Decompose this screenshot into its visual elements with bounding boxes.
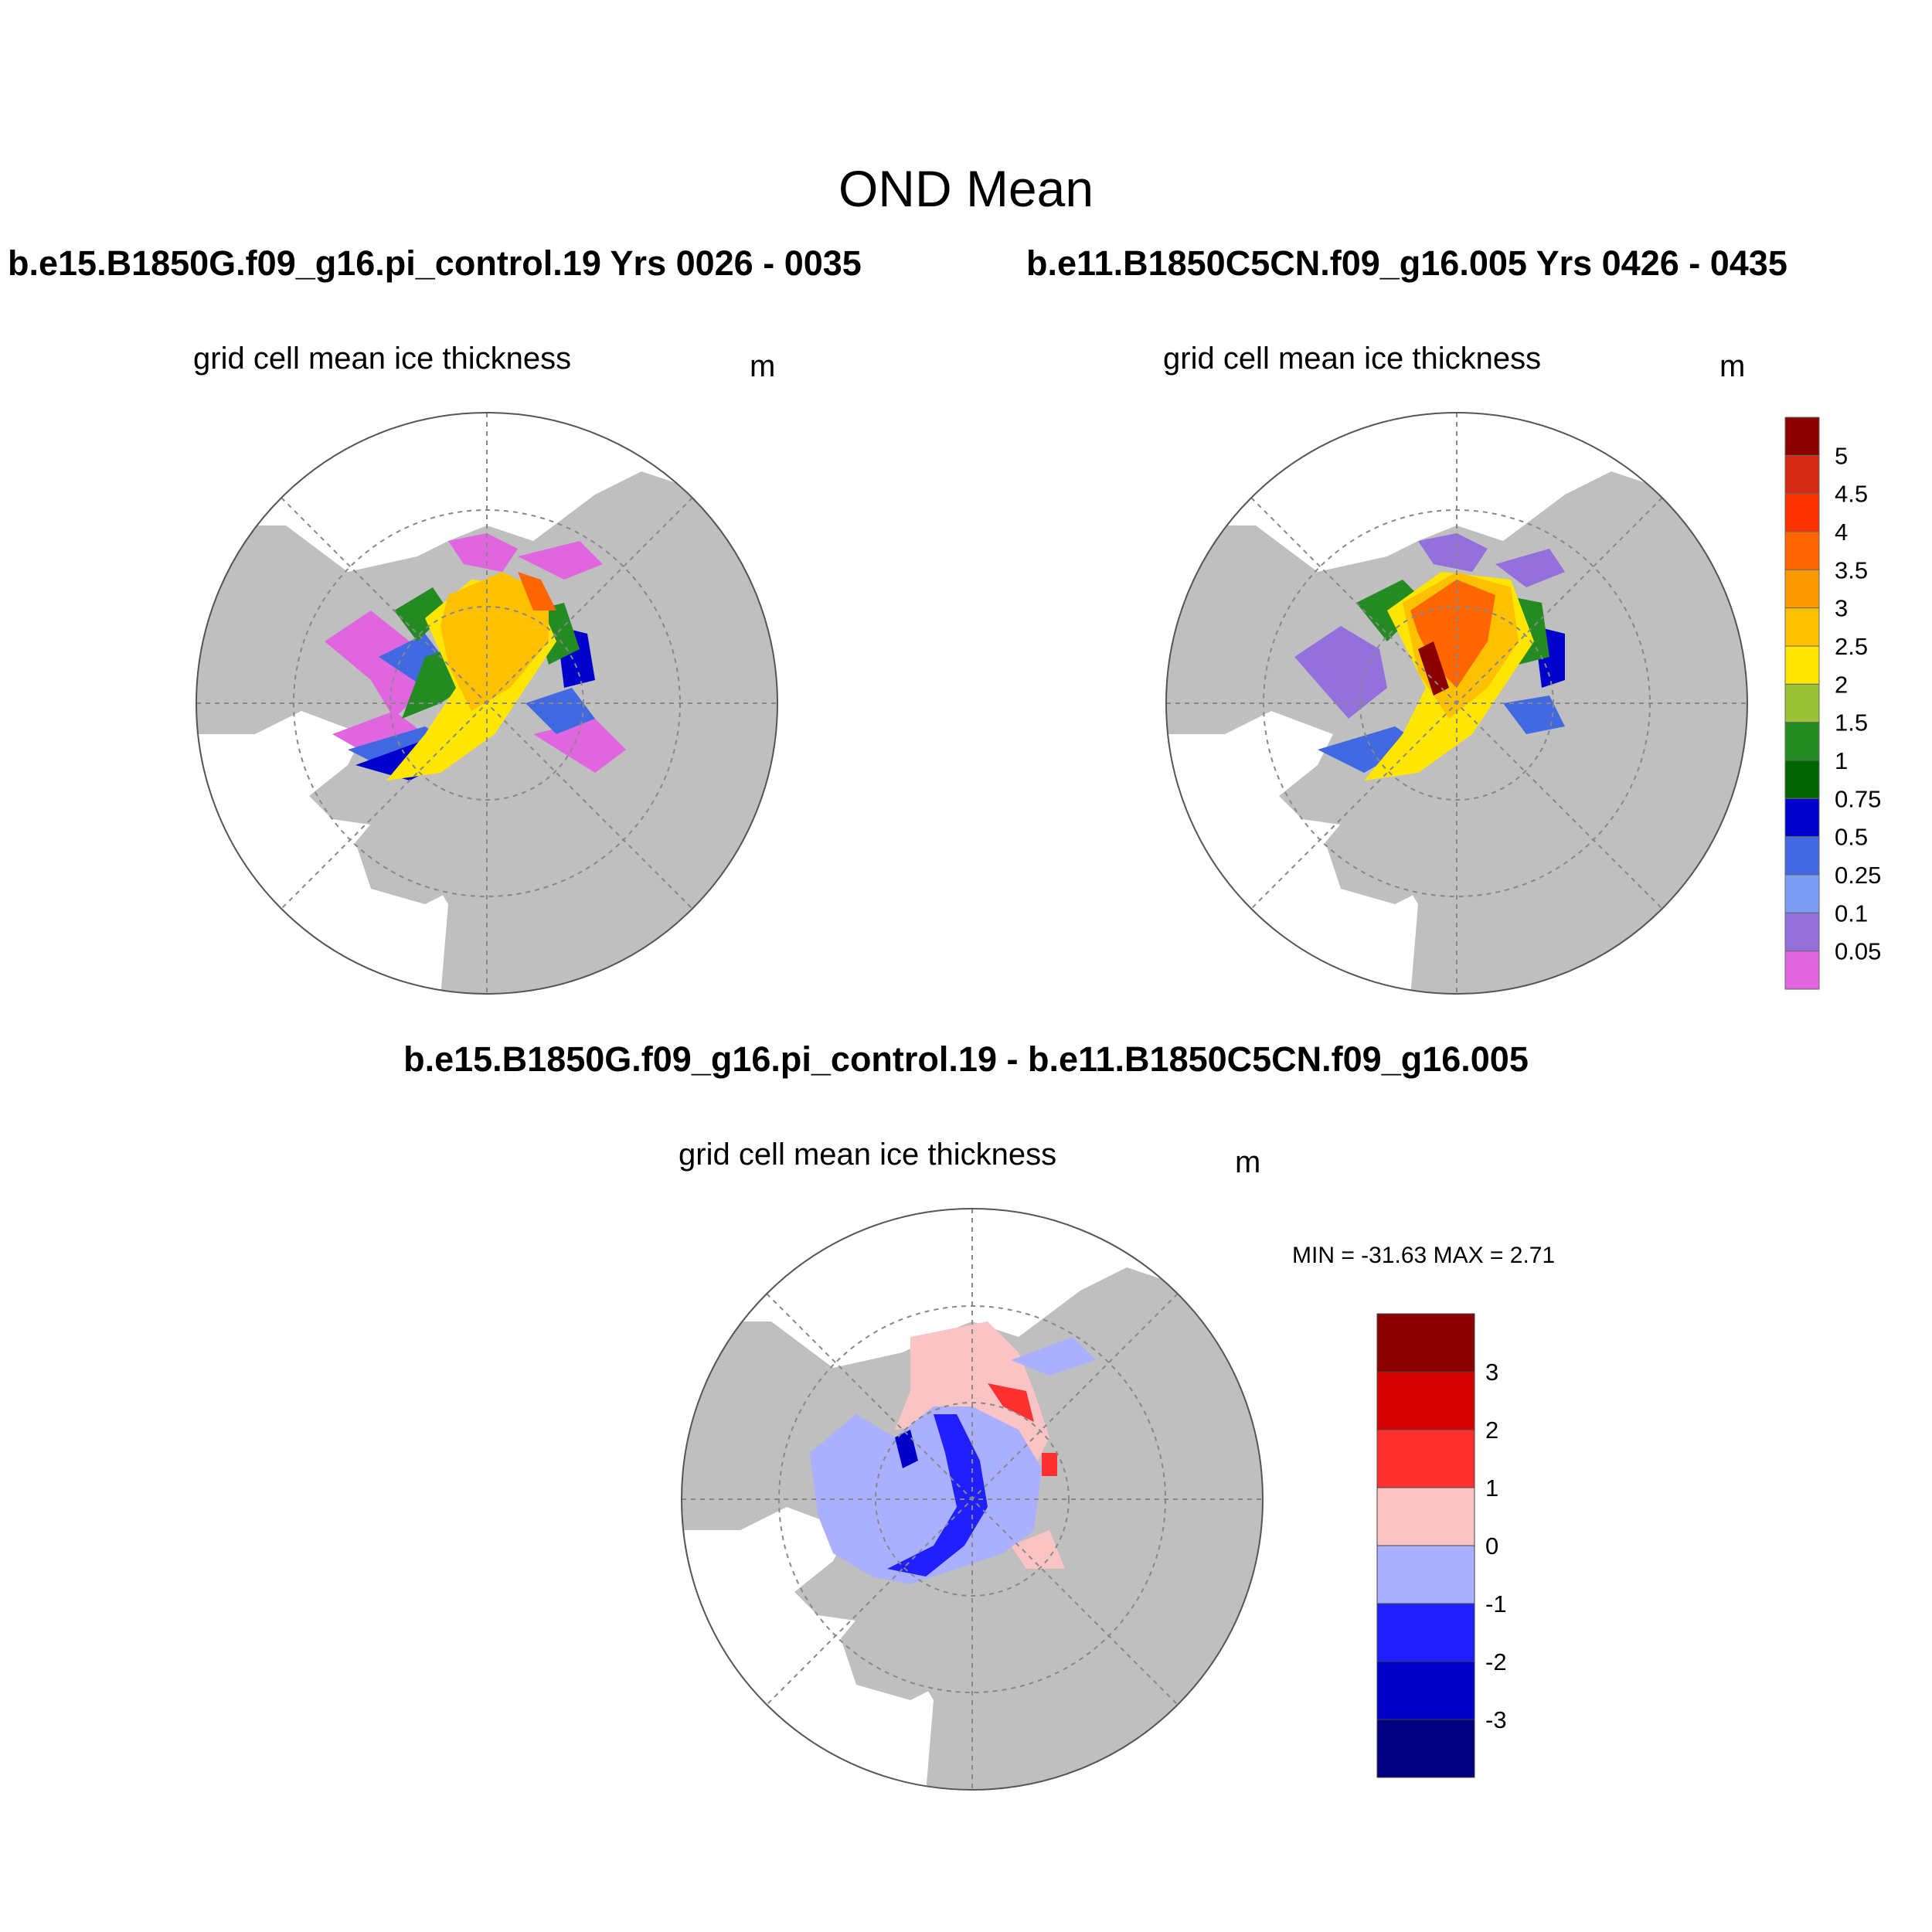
ice-blue: [1318, 696, 1565, 773]
colorbar-swatch: [1784, 951, 1820, 990]
colorbar-swatch: [1784, 798, 1820, 838]
colorbar-swatch: [1784, 645, 1820, 685]
colorbar-thickness: 5 4.5 4 3.5 3 2.5 2 1.5 1 0.75 0.5 0.25 0.1 0.05: [1784, 417, 1881, 990]
diff-panel-units: m: [1235, 1145, 1261, 1179]
land-greenland: [1325, 773, 1488, 904]
colorbar-swatch: [1376, 1719, 1475, 1778]
colorbar-tick-label: -2: [1485, 1648, 1507, 1675]
colorbar-swatch: [1784, 683, 1820, 723]
colorbar-tick-label: 2.5: [1835, 633, 1868, 660]
panel-2-title: b.e11.B1850C5CN.f09_g16.005 Yrs 0426 - 0…: [1026, 243, 1787, 283]
map-panel-diff: [681, 1208, 1264, 1791]
colorbar-swatch: [1784, 836, 1820, 876]
diff-positive-light: [895, 1321, 1065, 1569]
colorbar-diff: 3 2 1 0 -1 -2 -3: [1376, 1313, 1507, 1778]
diff-min-max-text: MIN = -31.63 MAX = 2.71: [1292, 1243, 1556, 1268]
panel-2-variable: grid cell mean ice thickness: [1163, 342, 1542, 376]
colorbar-tick-label: -3: [1485, 1706, 1507, 1733]
colorbar-tick-label: 0.75: [1835, 785, 1881, 812]
diff-positive-strong: [988, 1383, 1057, 1476]
map-border: [196, 412, 778, 995]
colorbar-tick-label: 5: [1835, 442, 1848, 469]
colorbar-tick-label: 4: [1835, 519, 1848, 546]
colorbar-swatch: [1784, 722, 1820, 761]
colorbar-swatch: [1784, 531, 1820, 570]
colorbar-swatch: [1376, 1545, 1475, 1604]
diff-panel-variable: grid cell mean ice thickness: [679, 1138, 1057, 1172]
colorbar-tick-label: 3: [1835, 595, 1848, 622]
colorbar-swatch: [1376, 1661, 1475, 1720]
colorbar-swatch: [1784, 493, 1820, 532]
graticule: [682, 1209, 1263, 1790]
colorbar-tick-label: 0.1: [1835, 900, 1868, 927]
diff-panel-title: b.e15.B1850G.f09_g16.pi_control.19 - b.e…: [403, 1039, 1529, 1079]
map-border: [681, 1208, 1264, 1791]
colorbar-tick-label: -1: [1485, 1590, 1507, 1617]
graticule: [1166, 413, 1747, 994]
colorbar-tick-label: 4.5: [1835, 481, 1868, 508]
land-greenland: [355, 773, 518, 904]
land-greenland: [841, 1569, 1003, 1700]
panel-1-units: m: [750, 349, 776, 383]
colorbar-tick-label: 0.25: [1835, 862, 1881, 889]
map-border: [1165, 412, 1748, 995]
colorbar-swatch: [1784, 874, 1820, 913]
figure-title: OND Mean: [838, 160, 1094, 217]
colorbar-tick-label: 1: [1485, 1475, 1498, 1502]
ice-amber: [440, 572, 549, 711]
colorbar-swatch: [1784, 417, 1820, 456]
ice-green: [394, 587, 580, 719]
colorbar-swatch: [1784, 454, 1820, 495]
ice-thin-purple: [1294, 533, 1565, 719]
colorbar-tick-label: 0.5: [1835, 824, 1868, 851]
ice-thin-pink: [325, 533, 626, 773]
colorbar-swatch: [1784, 607, 1820, 647]
colorbar-swatch: [1784, 912, 1820, 952]
graticule: [196, 413, 777, 994]
colorbar-swatch: [1784, 760, 1820, 799]
map-panel-1: [196, 412, 778, 995]
colorbar-swatch: [1376, 1603, 1475, 1662]
colorbar-tick-label: 3: [1485, 1359, 1498, 1386]
ice-orange: [518, 572, 556, 611]
colorbar-tick-label: 2: [1485, 1417, 1498, 1444]
map-panel-2: [1165, 412, 1748, 995]
colorbar-tick-label: 3.5: [1835, 556, 1868, 583]
colorbar-tick-label: 2: [1835, 671, 1848, 698]
ice-blue: [348, 634, 595, 773]
panel-2-units: m: [1719, 349, 1746, 383]
colorbar-tick-label: 0.05: [1835, 938, 1881, 965]
diff-negative-strong: [887, 1414, 988, 1577]
ice-dark-red: [1418, 641, 1449, 696]
colorbar-swatch: [1376, 1487, 1475, 1546]
colorbar-tick-label: 0: [1485, 1532, 1498, 1560]
colorbar-swatch: [1376, 1371, 1475, 1430]
colorbar-swatch: [1784, 569, 1820, 609]
colorbar-tick-label: 1: [1835, 747, 1848, 774]
panel-1-variable: grid cell mean ice thickness: [193, 342, 572, 376]
colorbar-swatch: [1376, 1313, 1475, 1372]
colorbar-swatch: [1376, 1429, 1475, 1488]
panel-1-title: b.e15.B1850G.f09_g16.pi_control.19 Yrs 0…: [8, 243, 862, 283]
colorbar-tick-label: 1.5: [1835, 709, 1868, 736]
